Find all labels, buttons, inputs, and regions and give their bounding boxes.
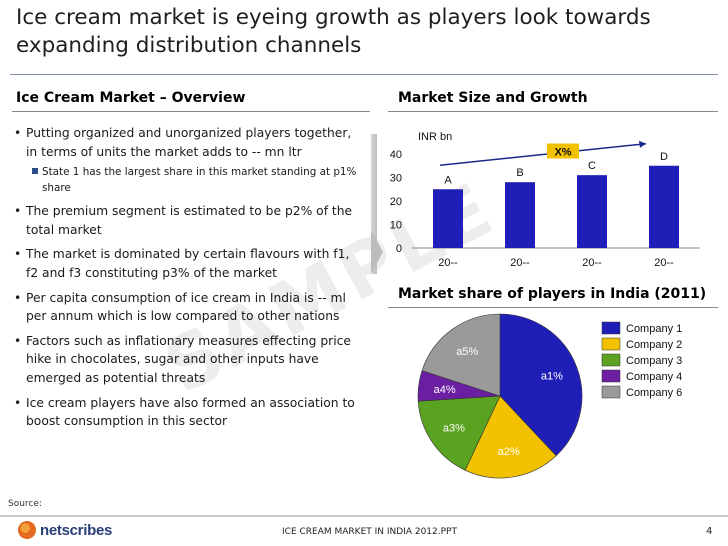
bullet-1: Putting organized and unorganized player… [14,124,364,161]
bar-data-label: D [660,151,668,163]
bar-category-label: 20-- [510,257,530,269]
market-share-chart: a1% a2% a3% a4% a5% Company 1 Company 2 Compan… [417,313,682,479]
legend-label: Company 1 [626,323,682,335]
bar-ytick-label: 30 [390,173,402,185]
pie-slice-label: a1% [541,370,563,382]
bullet-4: Per capita consumption of ice cream in I… [14,289,364,326]
bar-data-label: B [516,167,523,179]
pie-slice-label: a2% [498,446,520,458]
pie-slice [421,313,501,397]
logo-mark-icon [18,521,36,539]
bar-category-label: 20-- [654,257,674,269]
pie-slice-label: a3% [443,422,465,434]
bar-category-label: 20-- [582,257,602,269]
source-note: Source: [8,499,42,509]
document-name: ICE CREAM MARKET IN INDIA 2012.PPT [282,527,457,537]
market-size-rule [388,111,718,112]
bar-data-label: A [444,174,452,186]
overview-heading: Ice Cream Market – Overview [16,90,246,106]
growth-arrow-head-icon [639,140,646,148]
bar-category-label: 20-- [438,257,458,269]
slide-title: Ice cream market is eyeing growth as pla… [16,5,651,58]
legend-swatch [601,321,621,335]
footer-rule [0,515,728,517]
bullet-2: The premium segment is estimated to be p… [14,202,364,239]
bar [577,175,607,248]
bullet-6: Ice cream players have also formed an as… [14,394,364,431]
pie-slice [417,395,501,471]
bullet-5: Factors such as inflationary measures ef… [14,332,364,388]
growth-label: X% [554,147,571,159]
legend-swatch [601,337,621,351]
section-divider [371,134,377,274]
legend-swatch [601,353,621,367]
overview-bullets: Putting organized and unorganized player… [14,124,364,437]
bullet-3: The market is dominated by certain flavo… [14,245,364,282]
market-size-chart: INR bn 0 10 20 30 40 A 20-- B 20-- C 20-- D 20-- X% [390,131,700,269]
bar-ytick-label: 10 [390,220,402,232]
bar-unit-label: INR bn [418,131,452,143]
market-size-heading: Market Size and Growth [398,90,588,106]
page-number: 4 [706,526,713,537]
growth-label-box [547,143,579,159]
bar-ytick-label: 0 [396,243,402,255]
bar [505,182,535,248]
divider-arrow-icon [371,230,383,274]
logo-text: netscribes [40,521,113,539]
legend-label: Company 6 [626,387,682,399]
legend-swatch [601,369,621,383]
bar-data-label: C [588,160,596,172]
legend-label: Company 3 [626,355,682,367]
bar-ytick-label: 40 [390,149,402,161]
pie-slice-label: a4% [434,384,456,396]
market-share-heading: Market share of players in India (2011) [398,286,707,302]
market-share-rule [388,307,718,308]
legend-swatch [601,385,621,399]
sub-bullet-1: State 1 has the largest share in this ma… [14,164,364,196]
netscribes-logo: netscribes [18,521,112,539]
growth-arrow [439,143,647,166]
legend-label: Company 2 [626,339,682,351]
bar [433,189,463,248]
bar-ytick-label: 20 [390,196,402,208]
legend-label: Company 4 [626,371,682,383]
pie-slice [464,395,557,479]
bar [649,165,679,248]
pie-slice [499,313,583,457]
title-rule [10,74,718,75]
pie-slice-label: a5% [456,346,478,358]
overview-rule [12,111,370,112]
